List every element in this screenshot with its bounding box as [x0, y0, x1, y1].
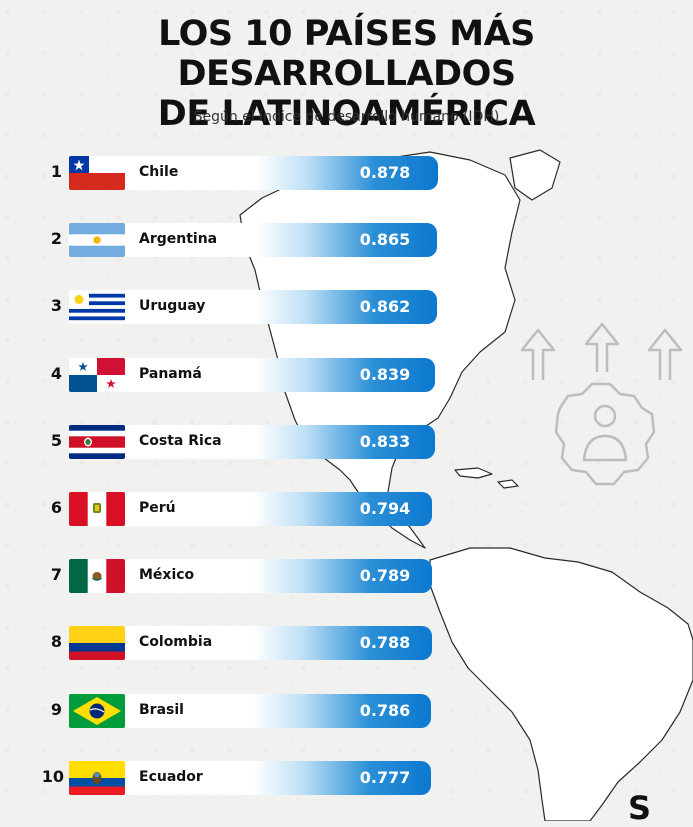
bar: [125, 760, 431, 795]
bar-row: 2 Argentina 0.865: [0, 221, 445, 258]
title-line-1: LOS 10 PAÍSES MÁS DESARROLLADOS: [158, 14, 535, 94]
development-gear-person-icon: [520, 322, 683, 486]
category-label: México: [139, 567, 195, 584]
bar-row: 5 Costa Rica 0.833: [0, 423, 445, 459]
bar-row: 1 Chile 0.878: [0, 154, 445, 190]
bar: [125, 424, 435, 459]
rank-label: 5: [50, 430, 62, 450]
rank-label: 2: [50, 229, 62, 249]
bar-row: 3 Uruguay 0.862: [0, 288, 445, 325]
rank-label: 8: [50, 632, 62, 652]
flag-panama-icon: [69, 357, 125, 392]
page-title: LOS 10 PAÍSES MÁS DESARROLLADOS DE LATIN…: [0, 14, 693, 134]
flag-costa-rica-icon: [69, 424, 125, 459]
bar-row: 7 México 0.789: [0, 557, 445, 594]
bar: [125, 559, 432, 594]
subtitle: Según el índice de desarrollo humano (ID…: [193, 109, 500, 125]
value-label: 0.839: [359, 364, 411, 384]
category-label: Uruguay: [139, 298, 206, 315]
brand-logo: S: [628, 789, 652, 827]
bar: [125, 290, 438, 325]
flag-brasil-icon: [69, 693, 125, 728]
flag-argentina-icon: [69, 223, 125, 258]
flag-colombia-icon: [69, 626, 125, 661]
value-label: 0.786: [359, 700, 411, 720]
bar: [125, 626, 432, 661]
bar: [125, 357, 436, 392]
bar-row: 6 Perú 0.794: [0, 490, 445, 526]
category-label: Argentina: [139, 231, 218, 248]
bar: [125, 223, 438, 258]
flag-mexico-icon: [69, 559, 125, 594]
flag-peru-icon: [69, 492, 125, 526]
flag-chile-icon: [69, 156, 125, 190]
category-label: Colombia: [139, 634, 213, 651]
rank-label: 9: [50, 699, 62, 719]
bar-row: 9 Brasil 0.786: [0, 692, 445, 728]
rank-label: 7: [50, 565, 62, 585]
bar: [125, 693, 432, 728]
category-label: Chile: [139, 164, 179, 180]
value-label: 0.862: [359, 297, 411, 317]
flag-ecuador-icon: [69, 760, 125, 795]
category-label: Brasil: [139, 701, 184, 718]
value-label: 0.878: [359, 163, 411, 182]
category-label: Perú: [139, 500, 176, 516]
value-label: 0.788: [359, 633, 411, 653]
category-label: Ecuador: [139, 768, 203, 785]
value-label: 0.865: [359, 230, 411, 250]
rank-label: 10: [41, 766, 64, 786]
title-line-2: DE LATINOAMÉRICA: [157, 94, 536, 134]
bar-row: 4 Panamá 0.839: [0, 356, 445, 392]
rank-label: 4: [50, 363, 62, 383]
rank-label: 3: [50, 296, 62, 316]
value-label: 0.777: [359, 767, 411, 787]
bar: [125, 492, 433, 526]
bar-row: 10 Ecuador 0.777: [0, 759, 445, 795]
category-label: Panamá: [139, 365, 202, 382]
bar-row: 8 Colombia 0.788: [0, 624, 445, 661]
bar: [125, 156, 439, 190]
flag-uruguay-icon: [69, 290, 125, 325]
category-label: Costa Rica: [139, 432, 222, 449]
rank-label: 6: [50, 498, 62, 517]
rank-label: 1: [50, 162, 62, 181]
value-label: 0.833: [359, 431, 411, 451]
value-label: 0.794: [359, 499, 411, 518]
value-label: 0.789: [359, 566, 411, 586]
